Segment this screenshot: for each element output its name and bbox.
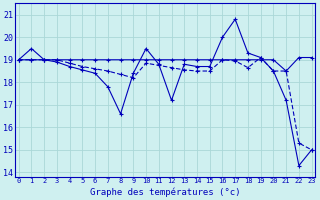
X-axis label: Graphe des températures (°c): Graphe des températures (°c) xyxy=(90,187,240,197)
